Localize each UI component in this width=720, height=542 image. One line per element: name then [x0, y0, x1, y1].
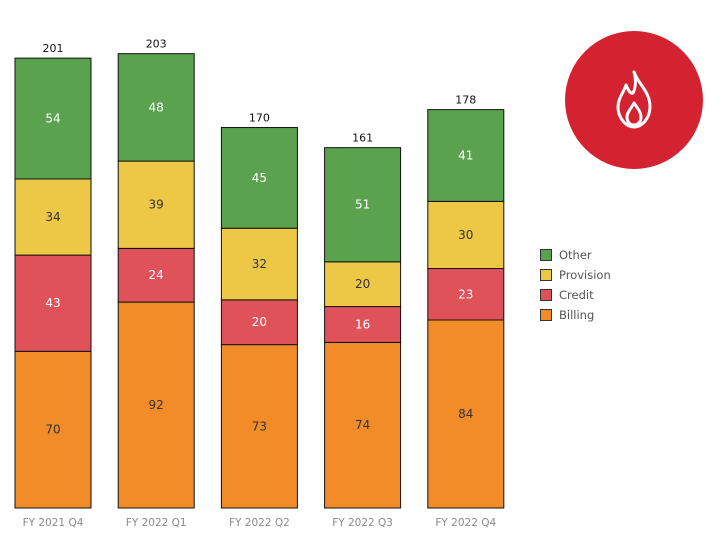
x-tick-label: FY 2022 Q4 — [435, 517, 496, 529]
bar-value-label: 84 — [458, 407, 473, 421]
bar-segment-provision — [14, 178, 92, 256]
x-tick-label: FY 2022 Q3 — [332, 517, 393, 529]
legend: Other Provision Credit Billing — [540, 245, 611, 325]
legend-swatch — [540, 249, 552, 261]
flame-icon — [616, 70, 652, 129]
bar-segment-other — [14, 57, 92, 180]
bar-value-label: 43 — [45, 296, 60, 310]
bars-group: 70 43 34 54 92 24 39 48 73 20 32 45 74 16 20 51 84 23 30 41 — [14, 53, 505, 509]
bar-value-label: 32 — [252, 257, 267, 271]
fire-badge — [565, 31, 703, 169]
legend-label: Other — [559, 248, 592, 262]
legend-swatch — [540, 269, 552, 281]
bar-segment-provision — [324, 261, 402, 308]
bar-value-label: 70 — [45, 423, 60, 437]
x-axis-ticks: FY 2021 Q4 FY 2022 Q1 FY 2022 Q2 FY 2022 Q3… — [23, 517, 497, 529]
bar-segment-credit — [117, 247, 195, 303]
bar-total-label: 178 — [455, 94, 476, 107]
bar-segment-other — [220, 127, 298, 229]
totals-group: 201 203 170 161 178 — [43, 38, 477, 145]
bar-value-label: 45 — [252, 171, 267, 185]
legend-item-provision[interactable]: Provision — [540, 265, 611, 285]
bar-segment-credit — [14, 254, 92, 352]
bar-segment-credit — [220, 299, 298, 346]
bar-value-label: 74 — [355, 418, 370, 432]
bar-segment-other — [427, 109, 505, 202]
bar-segment-billing — [324, 341, 402, 509]
legend-item-credit[interactable]: Credit — [540, 285, 611, 305]
bar-segment-provision — [220, 227, 298, 301]
bar-value-label: 41 — [458, 149, 473, 163]
legend-swatch — [540, 289, 552, 301]
bar-total-label: 203 — [146, 38, 167, 51]
bar-value-label: 16 — [355, 317, 370, 331]
bar-segment-billing — [14, 350, 92, 509]
legend-swatch — [540, 309, 552, 321]
bar-value-label: 92 — [149, 398, 164, 412]
legend-label: Provision — [559, 268, 611, 282]
bar-value-label: 30 — [458, 228, 473, 242]
bar-total-label: 161 — [352, 132, 373, 145]
bar-value-label: 20 — [355, 277, 370, 291]
bar-value-label: 20 — [252, 315, 267, 329]
bar-segment-other — [324, 147, 402, 263]
bar-value-label: 48 — [149, 100, 164, 114]
bar-value-label: 54 — [45, 112, 60, 126]
bar-total-label: 170 — [249, 112, 270, 125]
bar-segment-credit — [324, 306, 402, 343]
bar-value-label: 51 — [355, 198, 370, 212]
bar-segment-billing — [117, 301, 195, 509]
x-tick-label: FY 2022 Q2 — [229, 517, 290, 529]
bar-segment-other — [117, 53, 195, 162]
legend-item-other[interactable]: Other — [540, 245, 611, 265]
bar-value-label: 24 — [149, 268, 164, 282]
bar-value-label: 73 — [252, 419, 267, 433]
bar-segment-provision — [117, 160, 195, 249]
legend-item-billing[interactable]: Billing — [540, 305, 611, 325]
x-tick-label: FY 2022 Q1 — [126, 517, 187, 529]
bar-value-label: 34 — [45, 210, 60, 224]
bar-segment-credit — [427, 268, 505, 321]
legend-label: Billing — [559, 308, 595, 322]
bar-segment-billing — [427, 319, 505, 509]
bar-value-label: 39 — [149, 198, 164, 212]
bar-value-label: 23 — [458, 287, 473, 301]
legend-label: Credit — [559, 288, 594, 302]
bar-segment-billing — [220, 344, 298, 509]
bar-segment-provision — [427, 200, 505, 270]
x-tick-label: FY 2021 Q4 — [23, 517, 84, 529]
bar-total-label: 201 — [43, 42, 64, 55]
